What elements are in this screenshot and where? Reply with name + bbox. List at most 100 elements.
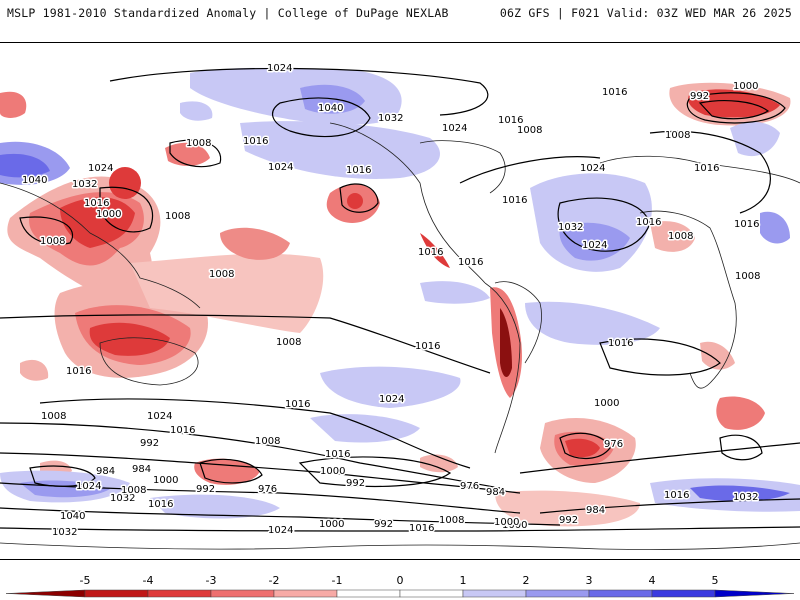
isobar-label: 1040 — [318, 103, 343, 114]
isobar-label: 1008 — [121, 485, 146, 496]
isobar-label: 1016 — [325, 449, 350, 460]
isobar-label: 1016 — [608, 338, 633, 349]
isobar-label: 1008 — [276, 337, 301, 348]
isobar-label: 1016 — [409, 523, 434, 534]
color-scale-segment — [588, 589, 653, 598]
color-scale-segment — [210, 589, 275, 598]
isobar-label: 1000 — [733, 81, 758, 92]
color-scale-segments — [5, 589, 795, 598]
isobar-label: 976 — [604, 439, 623, 450]
isobar-label: 1008 — [209, 269, 234, 280]
isobar-label: 1024 — [147, 411, 172, 422]
color-scale-segment — [399, 589, 464, 598]
isobar-label: 1032 — [52, 527, 77, 538]
isobar-label: 1024 — [267, 63, 292, 74]
color-scale-tick-label: 0 — [397, 574, 404, 587]
isobar-label: 992 — [140, 438, 159, 449]
isobar-label: 1008 — [668, 231, 693, 242]
isobar-label: 1000 — [494, 517, 519, 528]
map-title: MSLP 1981-2010 Standardized Anomaly | Co… — [7, 6, 449, 20]
isobar-label: 984 — [96, 466, 115, 477]
isobar-label: 976 — [258, 484, 277, 495]
isobar-label: 1016 — [66, 366, 91, 377]
isobar-label: 984 — [132, 464, 151, 475]
isobar-label: 1032 — [110, 493, 135, 504]
color-scale-segment — [147, 589, 212, 598]
isobar-label: 1000 — [96, 209, 121, 220]
isobar-label: 1016 — [602, 87, 627, 98]
color-scale-tick-label: 4 — [649, 574, 656, 587]
isobar-label: 1024 — [442, 123, 467, 134]
isobar-label: 1008 — [186, 138, 211, 149]
isobar-labels: 1024 1040 1032 1024 1016 1008 1016 1000 … — [21, 62, 762, 540]
isobar-label: 1024 — [88, 163, 113, 174]
isobar-label: 1032 — [378, 113, 403, 124]
map-canvas: 1024 1040 1032 1024 1016 1008 1016 1000 … — [0, 62, 800, 550]
color-scale-segment — [84, 589, 149, 598]
color-scale-tick-label: 1 — [460, 574, 467, 587]
anomaly-map: 1024 1040 1032 1024 1016 1008 1016 1000 … — [0, 42, 800, 560]
color-scale-tick-label: -1 — [332, 574, 343, 587]
isobar-label: 1016 — [498, 115, 523, 126]
isobar-label: 992 — [559, 515, 578, 526]
model-run-info: 06Z GFS | F021 Valid: 03Z WED MAR 26 202… — [499, 6, 792, 20]
isobar-label: 1024 — [379, 394, 404, 405]
color-scale-labels: -5 -4 -3 -2 -1 0 1 2 3 4 5 — [80, 574, 719, 587]
isobar-label: 1008 — [41, 411, 66, 422]
isobar-label: 984 — [586, 505, 605, 516]
isobar-label: 992 — [374, 519, 393, 530]
isobar-label: 1000 — [319, 519, 344, 530]
isobar-label: 992 — [690, 91, 709, 102]
isobar-label: 992 — [346, 478, 365, 489]
color-scale-segment — [462, 589, 527, 598]
color-scale-tick-label: 5 — [712, 574, 719, 587]
isobar-label: 1016 — [148, 499, 173, 510]
isobar-label: 1024 — [268, 525, 293, 536]
isobar-label: 1032 — [558, 222, 583, 233]
color-scale-tick-label: 3 — [586, 574, 593, 587]
isobar-label: 1024 — [580, 163, 605, 174]
color-scale-tick-label: -2 — [269, 574, 280, 587]
isobar-label: 1032 — [72, 179, 97, 190]
color-scale-segment — [651, 589, 716, 598]
isobar-label: 1016 — [694, 163, 719, 174]
color-scale-segment — [525, 589, 590, 598]
isobar-label: 1016 — [458, 257, 483, 268]
isobar-label: 1000 — [320, 466, 345, 477]
isobar-label: 1016 — [734, 219, 759, 230]
isobar-label: 1016 — [664, 490, 689, 501]
isobar-label: 1016 — [84, 198, 109, 209]
isobar-label: 1016 — [170, 425, 195, 436]
isobar-label: 1040 — [22, 175, 47, 186]
isobar-label: 1016 — [346, 165, 371, 176]
isobar-label: 1008 — [735, 271, 760, 282]
isobar-label: 1016 — [502, 195, 527, 206]
negative-anomaly-shading — [0, 82, 791, 527]
color-scale-segment — [5, 589, 86, 598]
isobar-label: 1024 — [268, 162, 293, 173]
color-scale-tick-label: 2 — [523, 574, 530, 587]
isobar-label: 1016 — [636, 217, 661, 228]
color-scale-tick-label: -5 — [80, 574, 91, 587]
isobar-label: 976 — [460, 481, 479, 492]
isobar-label: 1008 — [40, 236, 65, 247]
color-scale-segment — [336, 589, 401, 598]
isobar-label: 1016 — [285, 399, 310, 410]
color-scale-segment — [273, 589, 338, 598]
isobar-label: 1008 — [665, 130, 690, 141]
coastlines — [0, 122, 800, 550]
color-scale-tick-label: -3 — [206, 574, 217, 587]
color-scale-segment — [714, 589, 795, 598]
isobar-label: 1008 — [517, 125, 542, 136]
isobar-label: 1008 — [439, 515, 464, 526]
isobar-label: 1000 — [594, 398, 619, 409]
isobar-label: 1008 — [255, 436, 280, 447]
isobar-label: 1016 — [693, 163, 718, 174]
isobar-label: 1016 — [243, 136, 268, 147]
isobar-label: 1016 — [418, 247, 443, 258]
isobar-label: 1000 — [502, 520, 527, 531]
color-scale: -5 -4 -3 -2 -1 0 1 2 3 4 5 — [5, 574, 795, 598]
isobar-label: 1032 — [733, 492, 758, 503]
isobar-label: 1024 — [582, 240, 607, 251]
color-scale-tick-label: -4 — [143, 574, 154, 587]
